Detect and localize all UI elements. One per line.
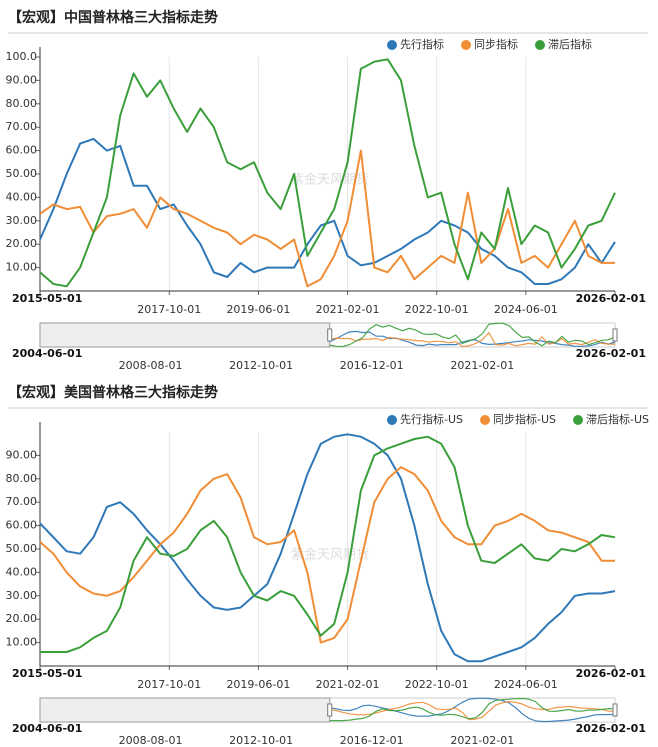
slider-line — [329, 322, 616, 348]
y-tick-label: 30.00 — [6, 589, 38, 602]
x-tick-label: 2026-02-01 — [576, 667, 646, 680]
slider-unselected — [39, 322, 331, 348]
x-tick-label: 2015-05-01 — [12, 292, 82, 305]
y-tick-label: 60.00 — [6, 519, 38, 532]
chart-title: 【宏观】中国普林格三大指标走势 — [8, 9, 218, 26]
x-tick-label: 2019-06-01 — [226, 678, 290, 691]
slider-label: 2012-10-01 — [229, 359, 293, 372]
chart-title: 【宏观】美国普林格三大指标走势 — [8, 384, 218, 401]
legend-label: 滞后指标 — [548, 37, 592, 51]
y-tick-label: 70.00 — [6, 495, 38, 508]
x-tick-label: 2021-02-01 — [316, 678, 380, 691]
legend-label: 先行指标 — [400, 37, 444, 51]
x-tick-label: 2021-02-01 — [316, 303, 380, 316]
slider-start-label: 2004-06-01 — [12, 347, 82, 360]
series-line — [39, 149, 615, 288]
slider-line — [329, 697, 616, 723]
legend-marker — [573, 415, 584, 425]
legend-marker — [480, 415, 491, 425]
slider-handle[interactable] — [612, 703, 618, 717]
series-line — [39, 433, 616, 663]
slider-label: 2021-02-01 — [450, 734, 514, 747]
y-tick-label: 20.00 — [6, 612, 38, 625]
y-tick-label: 60.00 — [6, 144, 38, 157]
y-tick-label: 50.00 — [6, 167, 38, 180]
legend-marker — [387, 415, 397, 425]
x-tick-label: 2022-10-01 — [405, 303, 469, 316]
slider-label: 2021-02-01 — [450, 359, 514, 372]
watermark: 紫金天风期货 — [291, 172, 369, 188]
y-tick-label: 80.00 — [6, 472, 38, 485]
y-tick-label: 100.0 — [6, 50, 38, 63]
series-line — [40, 435, 616, 653]
series-line — [39, 466, 615, 644]
series-line — [39, 58, 616, 288]
slider-line — [329, 697, 616, 722]
x-tick-label: 2026-02-01 — [576, 292, 646, 305]
x-tick-label: 2022-10-01 — [405, 678, 469, 691]
slider-line — [329, 700, 615, 721]
x-tick-label: 2024-06-01 — [494, 678, 558, 691]
legend-marker — [535, 40, 545, 50]
y-tick-label: 50.00 — [6, 542, 38, 555]
y-tick-label: 10.00 — [6, 636, 38, 649]
y-tick-label: 40.00 — [6, 190, 38, 203]
y-tick-label: 70.00 — [6, 120, 38, 133]
series-line — [39, 137, 616, 285]
slider-label: 2016-12-01 — [340, 359, 404, 372]
y-tick-label: 90.00 — [6, 448, 38, 461]
slider-start-label: 2004-06-01 — [12, 722, 82, 735]
x-tick-label: 2015-05-01 — [12, 667, 82, 680]
legend-label: 先行指标-US — [400, 412, 463, 426]
slider-end-label: 2026-02-01 — [576, 347, 646, 360]
slider-label: 2016-12-01 — [340, 734, 404, 747]
x-tick-label: 2024-06-01 — [494, 303, 558, 316]
slider-label: 2008-08-01 — [119, 359, 183, 372]
x-tick-label: 2019-06-01 — [226, 303, 290, 316]
legend-marker — [461, 40, 471, 50]
slider-handle[interactable] — [327, 328, 333, 342]
x-tick-label: 2017-10-01 — [137, 303, 201, 316]
slider-unselected — [39, 697, 331, 723]
slider-line — [329, 331, 615, 348]
y-tick-label: 30.00 — [6, 214, 38, 227]
y-tick-label: 10.00 — [6, 261, 38, 274]
slider-handle[interactable] — [612, 328, 618, 342]
y-tick-label: 40.00 — [6, 565, 38, 578]
legend-label: 同步指标 — [474, 37, 518, 51]
slider-end-label: 2026-02-01 — [576, 722, 646, 735]
y-tick-label: 90.00 — [6, 73, 38, 86]
slider-label: 2012-10-01 — [229, 734, 293, 747]
legend-marker — [387, 40, 397, 50]
legend-label: 同步指标-US — [493, 412, 556, 426]
y-tick-label: 20.00 — [6, 237, 38, 250]
slider-handle[interactable] — [327, 703, 333, 717]
y-tick-label: 80.00 — [6, 97, 38, 110]
slider-label: 2008-08-01 — [119, 734, 183, 747]
legend-label: 滞后指标-US — [586, 412, 649, 426]
x-tick-label: 2017-10-01 — [137, 678, 201, 691]
